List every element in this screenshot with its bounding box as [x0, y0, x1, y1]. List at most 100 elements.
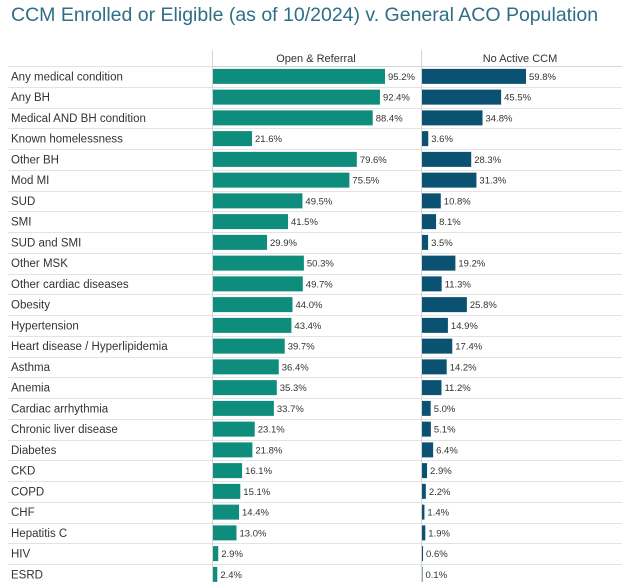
data-label: 3.6% [431, 134, 453, 145]
category-label: HIV [11, 549, 31, 561]
data-label: 43.4% [294, 321, 321, 332]
bar [422, 421, 431, 437]
data-label: 88.4% [376, 113, 403, 124]
category-label: Anemia [11, 383, 51, 395]
data-label: 17.4% [455, 342, 482, 353]
data-label: 2.9% [221, 549, 243, 560]
bar [213, 504, 240, 520]
data-label: 41.5% [291, 217, 318, 228]
category-label: Hepatitis C [11, 528, 67, 540]
bar [422, 172, 477, 188]
data-label: 1.9% [428, 528, 450, 539]
category-label: CHF [11, 507, 35, 519]
bar [213, 317, 292, 333]
data-label: 59.8% [529, 72, 556, 83]
data-label: 45.5% [504, 93, 531, 104]
bar [422, 525, 426, 541]
data-label: 95.2% [388, 72, 415, 83]
bar [422, 504, 425, 520]
category-label: COPD [11, 486, 44, 498]
category-label: Mod MI [11, 175, 49, 187]
bar [422, 338, 453, 354]
bar [213, 400, 274, 416]
bar [422, 255, 456, 271]
bar [422, 193, 441, 209]
bar [213, 172, 350, 188]
data-label: 49.7% [306, 279, 333, 290]
data-label: 5.1% [434, 425, 456, 436]
data-label: 19.2% [458, 259, 485, 270]
data-label: 29.9% [270, 238, 297, 249]
bar [422, 234, 429, 250]
data-label: 36.4% [282, 362, 309, 373]
category-label: Hypertension [11, 320, 79, 332]
data-label: 34.8% [486, 113, 513, 124]
bar [422, 68, 526, 84]
category-label: Known homelessness [11, 134, 123, 146]
series-header: Open & Referral [276, 53, 355, 65]
bar [422, 131, 429, 147]
category-label: Other MSK [11, 258, 68, 270]
data-label: 79.6% [360, 155, 387, 166]
data-label: 21.6% [255, 134, 282, 145]
data-label: 8.1% [439, 217, 461, 228]
category-label: Chronic liver disease [11, 424, 118, 436]
data-label: 75.5% [352, 176, 379, 187]
bar [213, 89, 380, 105]
bar [422, 546, 424, 562]
data-label: 6.4% [436, 445, 458, 456]
bar [213, 421, 255, 437]
chart-title: CCM Enrolled or Eligible (as of 10/2024)… [11, 4, 599, 26]
data-label: 14.9% [451, 321, 478, 332]
data-label: 33.7% [277, 404, 304, 415]
bar [213, 566, 218, 582]
bar [422, 110, 483, 126]
bar [422, 359, 447, 375]
data-label: 31.3% [479, 176, 506, 187]
bar [213, 338, 285, 354]
bar [213, 359, 279, 375]
bar [213, 276, 303, 292]
data-label: 21.8% [255, 445, 282, 456]
data-label: 49.5% [305, 196, 332, 207]
data-label: 92.4% [383, 93, 410, 104]
bar [213, 483, 241, 499]
data-label: 25.8% [470, 300, 497, 311]
bar [213, 131, 253, 147]
category-label: Heart disease / Hyperlipidemia [11, 341, 168, 353]
data-label: 14.4% [242, 508, 269, 519]
category-label: SUD and SMI [11, 237, 81, 249]
data-label: 11.3% [445, 279, 472, 290]
bar [422, 276, 442, 292]
data-label: 50.3% [307, 259, 334, 270]
bar [422, 317, 448, 333]
category-label: Medical AND BH condition [11, 113, 146, 125]
bar [213, 546, 219, 562]
data-label: 23.1% [258, 425, 285, 436]
category-label: Other cardiac diseases [11, 279, 129, 291]
bar [213, 68, 385, 84]
data-label: 15.1% [243, 487, 270, 498]
data-label: 10.8% [444, 196, 471, 207]
data-label: 2.4% [220, 570, 242, 581]
data-label: 14.2% [450, 362, 477, 373]
bar [422, 297, 467, 313]
bar [422, 463, 428, 479]
data-label: 35.3% [280, 383, 307, 394]
bar [213, 151, 357, 167]
data-label: 2.2% [429, 487, 451, 498]
bar [213, 193, 303, 209]
data-label: 28.3% [474, 155, 501, 166]
series-header: No Active CCM [483, 53, 558, 65]
bar [422, 89, 502, 105]
bar [213, 214, 288, 230]
data-label: 11.2% [444, 383, 471, 394]
data-label: 16.1% [245, 466, 272, 477]
category-label: Cardiac arrhythmia [11, 403, 109, 415]
bar [422, 566, 423, 582]
bar [213, 380, 277, 396]
bar [213, 255, 304, 271]
bar [422, 442, 434, 458]
bar [422, 400, 431, 416]
